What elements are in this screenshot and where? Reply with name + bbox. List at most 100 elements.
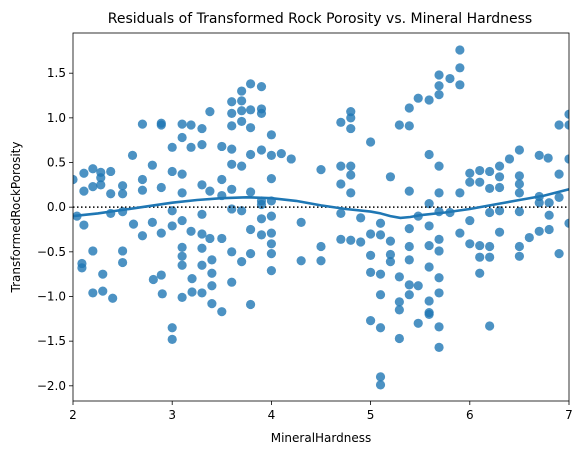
scatter-point — [79, 220, 89, 230]
scatter-point — [465, 239, 475, 249]
scatter-point — [534, 150, 544, 160]
scatter-point — [366, 137, 376, 147]
x-tick-label: 7 — [565, 408, 573, 422]
scatter-point — [544, 198, 554, 208]
scatter-point — [434, 70, 444, 80]
scatter-point — [256, 145, 267, 155]
scatter-point — [375, 230, 386, 240]
scatter-point — [177, 215, 187, 226]
lowess-trend-line — [73, 188, 569, 220]
scatter-point — [217, 141, 227, 152]
scatter-point — [534, 226, 544, 236]
scatter-point — [336, 161, 346, 171]
scatter-point — [237, 116, 247, 127]
scatter-point — [434, 90, 444, 100]
scatter-point — [434, 288, 444, 298]
scatter-point — [88, 288, 98, 298]
y-tick-label: 0.5 — [47, 156, 66, 170]
scatter-point — [227, 184, 237, 194]
scatter-point — [465, 168, 475, 178]
scatter-point — [385, 236, 396, 246]
scatter-point — [524, 232, 534, 243]
scatter-point — [413, 93, 423, 103]
scatter-point — [394, 305, 404, 315]
scatter-point — [227, 277, 237, 287]
scatter-point — [404, 103, 414, 113]
scatter-point — [167, 206, 177, 216]
scatter-point — [346, 170, 356, 180]
scatter-point — [514, 241, 525, 252]
scatter-point — [186, 120, 196, 130]
scatter-point — [177, 119, 187, 129]
scatter-point — [256, 214, 267, 224]
scatter-point — [217, 233, 227, 244]
scatter-point — [455, 45, 465, 55]
scatter-point — [245, 187, 256, 197]
scatter-point — [98, 269, 108, 279]
scatter-point — [197, 140, 207, 150]
scatter-point — [237, 96, 247, 106]
scatter-point — [167, 221, 177, 231]
scatter-point — [475, 165, 485, 176]
scatter-point — [504, 154, 515, 164]
scatter-point — [205, 233, 215, 244]
scatter-point — [286, 154, 296, 164]
scatter-point — [167, 334, 177, 344]
scatter-point — [475, 252, 485, 262]
scatter-point — [346, 113, 356, 123]
scatter-point — [413, 281, 423, 291]
scatter-point — [266, 130, 276, 140]
scatter-point — [514, 171, 525, 181]
scatter-point — [245, 79, 256, 89]
scatter-point — [485, 252, 495, 262]
scatter-point — [514, 179, 525, 189]
scatter-point — [514, 145, 525, 155]
scatter-point — [73, 174, 78, 185]
scatter-point — [197, 288, 207, 298]
scatter-point — [455, 63, 465, 73]
scatter-point — [366, 267, 376, 277]
scatter-point — [455, 188, 465, 198]
scatter-point — [266, 249, 276, 259]
scatter-point — [227, 144, 237, 154]
scatter-point — [564, 218, 569, 228]
scatter-point — [79, 168, 89, 178]
scatter-point — [514, 188, 525, 198]
scatter-point — [276, 148, 286, 159]
scatter-point — [177, 188, 187, 198]
scatter-point — [375, 380, 386, 390]
scatter-point — [217, 174, 227, 185]
scatter-point — [137, 174, 148, 185]
scatter-point — [366, 250, 376, 261]
x-tick-label: 4 — [268, 408, 276, 422]
scatter-point — [494, 227, 505, 237]
scatter-point — [485, 183, 495, 194]
scatter-point — [245, 299, 256, 310]
scatter-point — [96, 173, 106, 183]
scatter-point — [346, 188, 356, 198]
scatter-point — [157, 289, 167, 299]
x-axis: 2 3 4 5 6 7 — [69, 401, 573, 422]
scatter-point — [227, 159, 237, 169]
scatter-point — [404, 241, 414, 252]
scatter-point — [564, 109, 569, 119]
scatter-point — [346, 123, 356, 134]
scatter-point — [177, 260, 187, 270]
scatter-point — [127, 150, 138, 160]
scatter-point — [336, 234, 346, 244]
scatter-point — [434, 81, 444, 91]
scatter-point — [475, 177, 485, 187]
scatter-point — [227, 121, 237, 131]
scatter-point — [156, 182, 166, 193]
scatter-point — [336, 208, 346, 219]
scatter-point — [394, 297, 404, 307]
scatter-point — [394, 272, 404, 282]
scatter-point — [217, 307, 227, 317]
scatter-point — [79, 186, 89, 196]
scatter-point — [404, 186, 414, 196]
scatter-point — [544, 210, 554, 220]
scatter-point — [356, 237, 366, 247]
scatter-points — [73, 45, 569, 390]
scatter-point — [375, 218, 386, 228]
